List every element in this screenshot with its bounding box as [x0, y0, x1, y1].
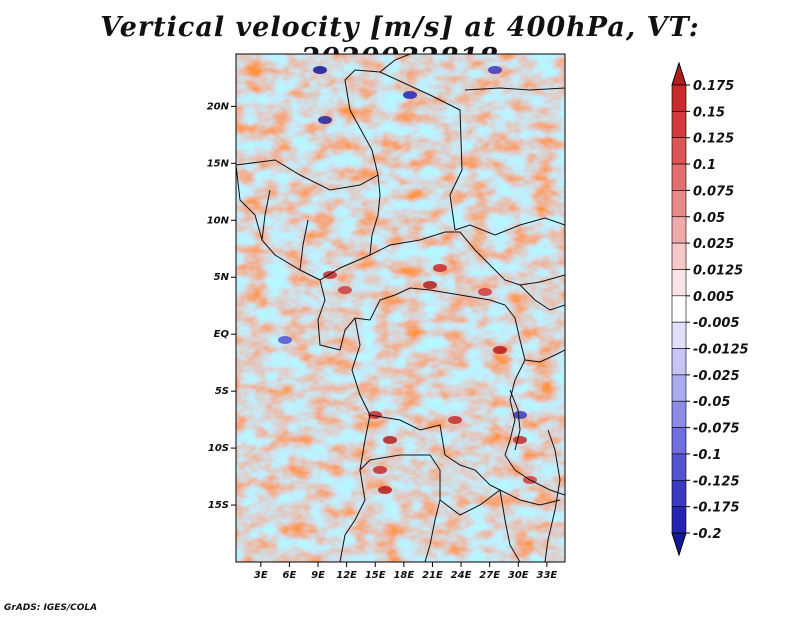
- field-cell: [488, 66, 502, 74]
- colorbar-label: -0.05: [693, 395, 730, 410]
- map-frame: [235, 53, 566, 563]
- colorbar-swatch: [671, 137, 687, 165]
- colorbar-label: 0.125: [693, 132, 734, 147]
- field-cell: [513, 411, 527, 419]
- lon-label: 3E: [254, 570, 268, 581]
- lon-label: 27E: [479, 570, 500, 581]
- colorbar-label: 0.175: [693, 79, 734, 94]
- colorbar-swatch: [671, 295, 687, 323]
- colorbar-label: -0.0125: [693, 343, 749, 358]
- field-cell: [313, 66, 327, 74]
- lat-label: 5N: [214, 272, 230, 283]
- colorbar-label: 0.0125: [693, 263, 743, 278]
- field-cell: [378, 486, 392, 494]
- colorbar-label: 0.05: [693, 211, 725, 226]
- lat-label: 10N: [207, 215, 230, 226]
- velocity-field: [236, 54, 565, 562]
- colorbar-label: -0.2: [693, 527, 721, 542]
- field-cell: [383, 436, 397, 444]
- colorbar-swatch: [671, 453, 687, 481]
- field-cell: [513, 436, 527, 444]
- map-plot: 20N 15N 10N 5N EQ 5S 10S 15S 3E 6E 9E 12E 15E 18E 21E…: [207, 53, 749, 581]
- colorbar-arrow-top: [671, 61, 687, 86]
- colorbar-swatch: [671, 269, 687, 297]
- colorbar-swatch: [671, 506, 687, 534]
- lon-label: 33E: [537, 570, 558, 581]
- lon-label: 21E: [422, 570, 443, 581]
- colorbar-label: 0.15: [693, 105, 725, 120]
- field-cell: [433, 264, 447, 272]
- field-cell: [423, 281, 437, 289]
- lat-label: 10S: [208, 443, 229, 454]
- field-cell: [323, 271, 337, 279]
- colorbar-label: -0.075: [693, 422, 740, 437]
- grads-credit: GrADS: IGES/COLA: [4, 603, 98, 613]
- lat-label: 15N: [207, 158, 230, 169]
- field-extremes: [278, 66, 537, 494]
- colorbar-label: -0.1: [693, 448, 721, 463]
- colorbar-label: 0.005: [693, 290, 734, 305]
- colorbar-swatch: [671, 216, 687, 244]
- latitude-axis: 20N 15N 10N 5N EQ 5S 10S 15S: [207, 101, 236, 511]
- colorbar-arrow-bottom: [671, 532, 687, 557]
- lon-label: 24E: [451, 570, 472, 581]
- colorbar-swatch: [671, 427, 687, 455]
- colorbar-swatch: [671, 190, 687, 218]
- colorbar-label: 0.1: [693, 158, 716, 173]
- colorbar-swatch: [671, 479, 687, 507]
- lon-label: 15E: [365, 570, 386, 581]
- field-cell: [493, 346, 507, 354]
- lat-label: 15S: [208, 500, 229, 511]
- lon-label: 12E: [336, 570, 357, 581]
- colorbar-swatch: [671, 348, 687, 376]
- field-cell: [448, 416, 462, 424]
- lon-label: 6E: [283, 570, 297, 581]
- colorbar-label: 0.025: [693, 237, 734, 252]
- lon-label: 9E: [311, 570, 325, 581]
- colorbar-label: -0.175: [693, 501, 740, 516]
- colorbar-label: 0.075: [693, 184, 734, 199]
- colorbar-label: -0.125: [693, 474, 740, 489]
- colorbar-swatch: [671, 163, 687, 191]
- lon-label: 30E: [508, 570, 529, 581]
- colorbar-swatch: [671, 242, 687, 270]
- lat-label: 20N: [207, 101, 230, 112]
- lat-label: EQ: [214, 329, 230, 340]
- lat-label: 5S: [215, 386, 229, 397]
- field-cell: [403, 91, 417, 99]
- lon-label: 18E: [393, 570, 414, 581]
- colorbar-label: -0.005: [693, 316, 740, 331]
- field-cell: [373, 466, 387, 474]
- colorbar-swatch: [671, 111, 687, 139]
- longitude-axis: 3E 6E 9E 12E 15E 18E 21E 24E 27E 30E 33E: [254, 562, 558, 581]
- country-borders: [236, 54, 565, 562]
- field-cell: [368, 411, 382, 419]
- colorbar-label: -0.025: [693, 369, 740, 384]
- colorbar-swatch: [671, 374, 687, 402]
- colorbar-swatch: [671, 400, 687, 428]
- colorbar-swatch: [671, 321, 687, 349]
- field-cell: [338, 286, 352, 294]
- colorbar: 0.175 0.15 0.125 0.1 0.075 0.05 0.025 0.0125 0.0…: [671, 61, 749, 557]
- field-cell: [278, 336, 292, 344]
- field-cell: [318, 116, 332, 124]
- colorbar-swatch: [671, 84, 687, 112]
- field-cell: [478, 288, 492, 296]
